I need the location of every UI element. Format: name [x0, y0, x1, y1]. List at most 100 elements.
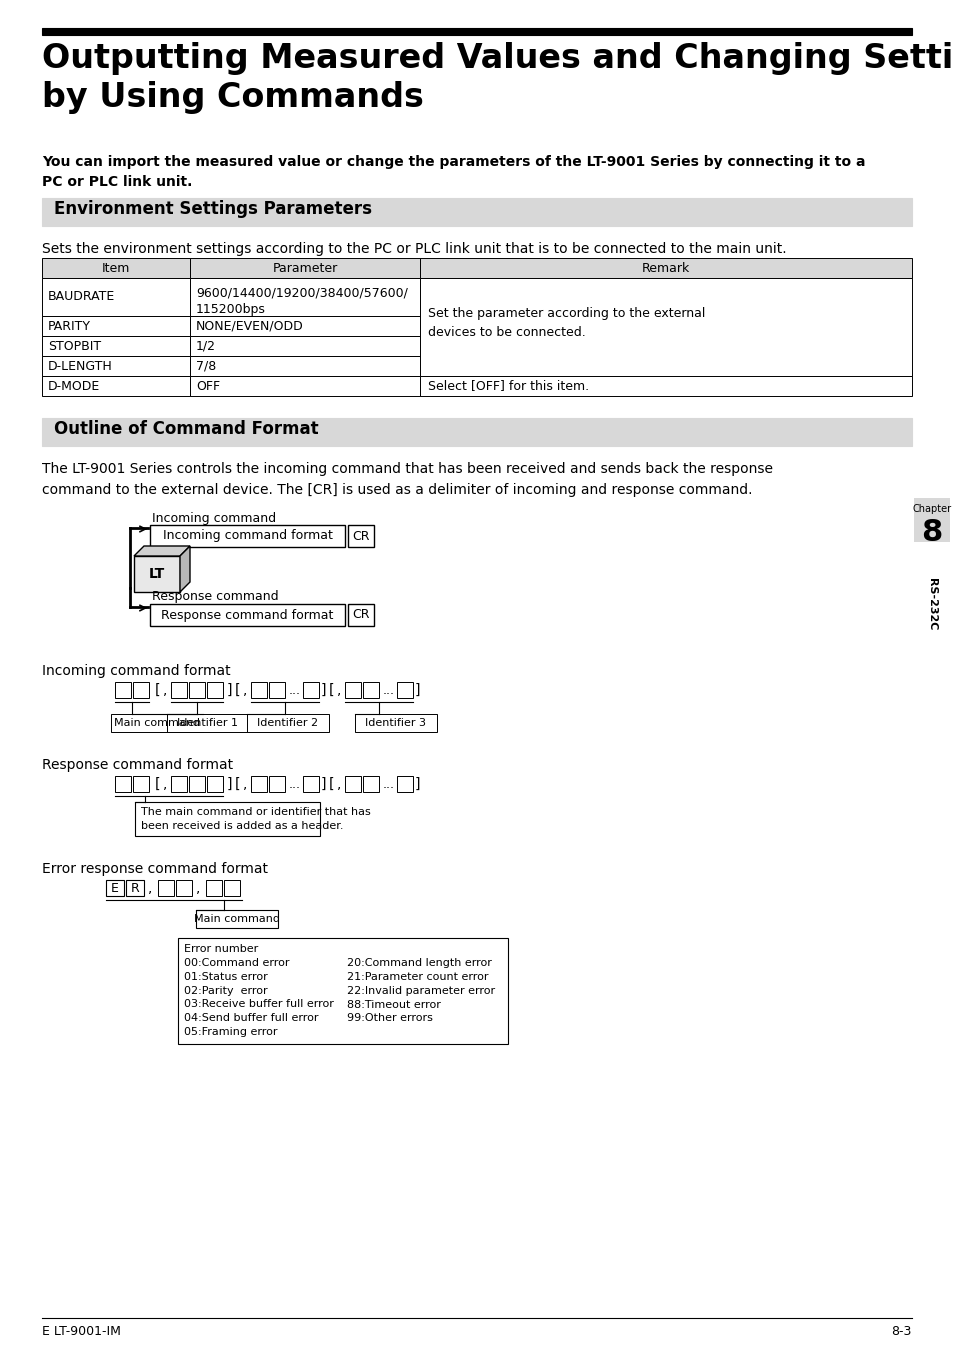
- Bar: [175, 880, 192, 896]
- Text: OFF: OFF: [195, 380, 220, 392]
- Bar: [206, 880, 222, 896]
- Text: Remark: Remark: [641, 262, 689, 275]
- Text: R: R: [131, 882, 139, 895]
- Bar: [396, 776, 413, 793]
- Text: E: E: [111, 882, 119, 895]
- Bar: [224, 880, 240, 896]
- Text: ,: ,: [148, 882, 152, 895]
- Bar: [126, 880, 144, 896]
- Text: Parameter: Parameter: [273, 262, 337, 275]
- Text: [: [: [234, 776, 240, 791]
- Text: ]: ]: [320, 683, 326, 697]
- Bar: [251, 682, 267, 698]
- Text: BAUDRATE: BAUDRATE: [48, 291, 115, 303]
- Bar: [419, 376, 911, 396]
- Bar: [195, 910, 277, 927]
- Bar: [190, 257, 419, 278]
- Text: Response command: Response command: [152, 590, 278, 603]
- Bar: [42, 356, 190, 376]
- Text: Outline of Command Format: Outline of Command Format: [54, 421, 318, 438]
- Bar: [269, 776, 285, 793]
- Text: CR: CR: [352, 608, 370, 621]
- Bar: [150, 604, 345, 625]
- Text: Set the parameter according to the external
devices to be connected.: Set the parameter according to the exter…: [428, 307, 704, 338]
- Text: The main command or identifier that has
been received is added as a header.: The main command or identifier that has …: [141, 807, 371, 830]
- Bar: [189, 682, 205, 698]
- Text: 20:Command length error
21:Parameter count error
22:Invalid parameter error
88:T: 20:Command length error 21:Parameter cou…: [347, 958, 495, 1023]
- Text: Main command: Main command: [113, 718, 200, 728]
- Text: D-LENGTH: D-LENGTH: [48, 360, 112, 372]
- Text: 7/8: 7/8: [195, 360, 216, 372]
- Polygon shape: [180, 546, 190, 592]
- Bar: [207, 682, 223, 698]
- Bar: [348, 604, 374, 625]
- Text: ...: ...: [382, 683, 395, 697]
- Bar: [42, 198, 911, 226]
- Bar: [132, 776, 149, 793]
- Bar: [345, 682, 360, 698]
- Text: RS-232C: RS-232C: [926, 578, 936, 631]
- Text: [: [: [154, 683, 160, 697]
- Text: ,: ,: [336, 776, 341, 791]
- Text: ,: ,: [195, 882, 200, 895]
- Bar: [178, 938, 507, 1043]
- Bar: [135, 802, 319, 836]
- Bar: [348, 524, 374, 547]
- Text: [: [: [329, 776, 335, 791]
- Text: ,: ,: [243, 683, 247, 697]
- Text: NONE/EVEN/ODD: NONE/EVEN/ODD: [195, 319, 303, 333]
- Text: ]: ]: [415, 776, 420, 791]
- Bar: [190, 315, 419, 336]
- Polygon shape: [133, 546, 190, 555]
- Text: ...: ...: [289, 778, 301, 790]
- Text: Response command format: Response command format: [161, 608, 334, 621]
- Bar: [419, 278, 911, 376]
- Bar: [355, 714, 436, 732]
- Text: [: [: [234, 683, 240, 697]
- Bar: [396, 682, 413, 698]
- Text: ]: ]: [227, 683, 233, 697]
- Text: ...: ...: [382, 778, 395, 790]
- Text: Environment Settings Parameters: Environment Settings Parameters: [54, 200, 372, 218]
- Text: Identifier 2: Identifier 2: [257, 718, 318, 728]
- Bar: [190, 278, 419, 315]
- Bar: [158, 880, 173, 896]
- Text: ,: ,: [163, 776, 167, 791]
- Bar: [190, 376, 419, 396]
- Bar: [247, 714, 329, 732]
- Text: 8: 8: [921, 518, 942, 547]
- Text: Item: Item: [102, 262, 130, 275]
- Text: ,: ,: [163, 683, 167, 697]
- Text: [: [: [154, 776, 160, 791]
- Text: ...: ...: [289, 683, 301, 697]
- Text: STOPBIT: STOPBIT: [48, 340, 101, 352]
- Bar: [42, 376, 190, 396]
- Text: 8-3: 8-3: [891, 1325, 911, 1339]
- Text: Incoming command format: Incoming command format: [42, 665, 231, 678]
- Bar: [913, 497, 949, 542]
- Bar: [190, 336, 419, 356]
- Bar: [207, 776, 223, 793]
- Text: Outputting Measured Values and Changing Settings
by Using Commands: Outputting Measured Values and Changing …: [42, 42, 953, 115]
- Bar: [171, 776, 187, 793]
- Bar: [132, 682, 149, 698]
- Text: Error number
00:Command error
01:Status error
02:Parity  error
03:Receive buffer: Error number 00:Command error 01:Status …: [184, 944, 334, 1037]
- Text: Sets the environment settings according to the PC or PLC link unit that is to be: Sets the environment settings according …: [42, 243, 786, 256]
- Bar: [111, 714, 203, 732]
- Bar: [303, 682, 318, 698]
- Bar: [115, 682, 131, 698]
- Text: Incoming command: Incoming command: [152, 512, 275, 524]
- Bar: [150, 524, 345, 547]
- Bar: [269, 682, 285, 698]
- Bar: [167, 714, 249, 732]
- Bar: [42, 278, 190, 315]
- Text: Identifier 3: Identifier 3: [365, 718, 426, 728]
- Text: PARITY: PARITY: [48, 319, 91, 333]
- Text: LT: LT: [149, 568, 165, 581]
- Bar: [42, 315, 190, 336]
- Bar: [42, 336, 190, 356]
- Bar: [115, 776, 131, 793]
- Bar: [189, 776, 205, 793]
- Bar: [345, 776, 360, 793]
- Bar: [363, 682, 378, 698]
